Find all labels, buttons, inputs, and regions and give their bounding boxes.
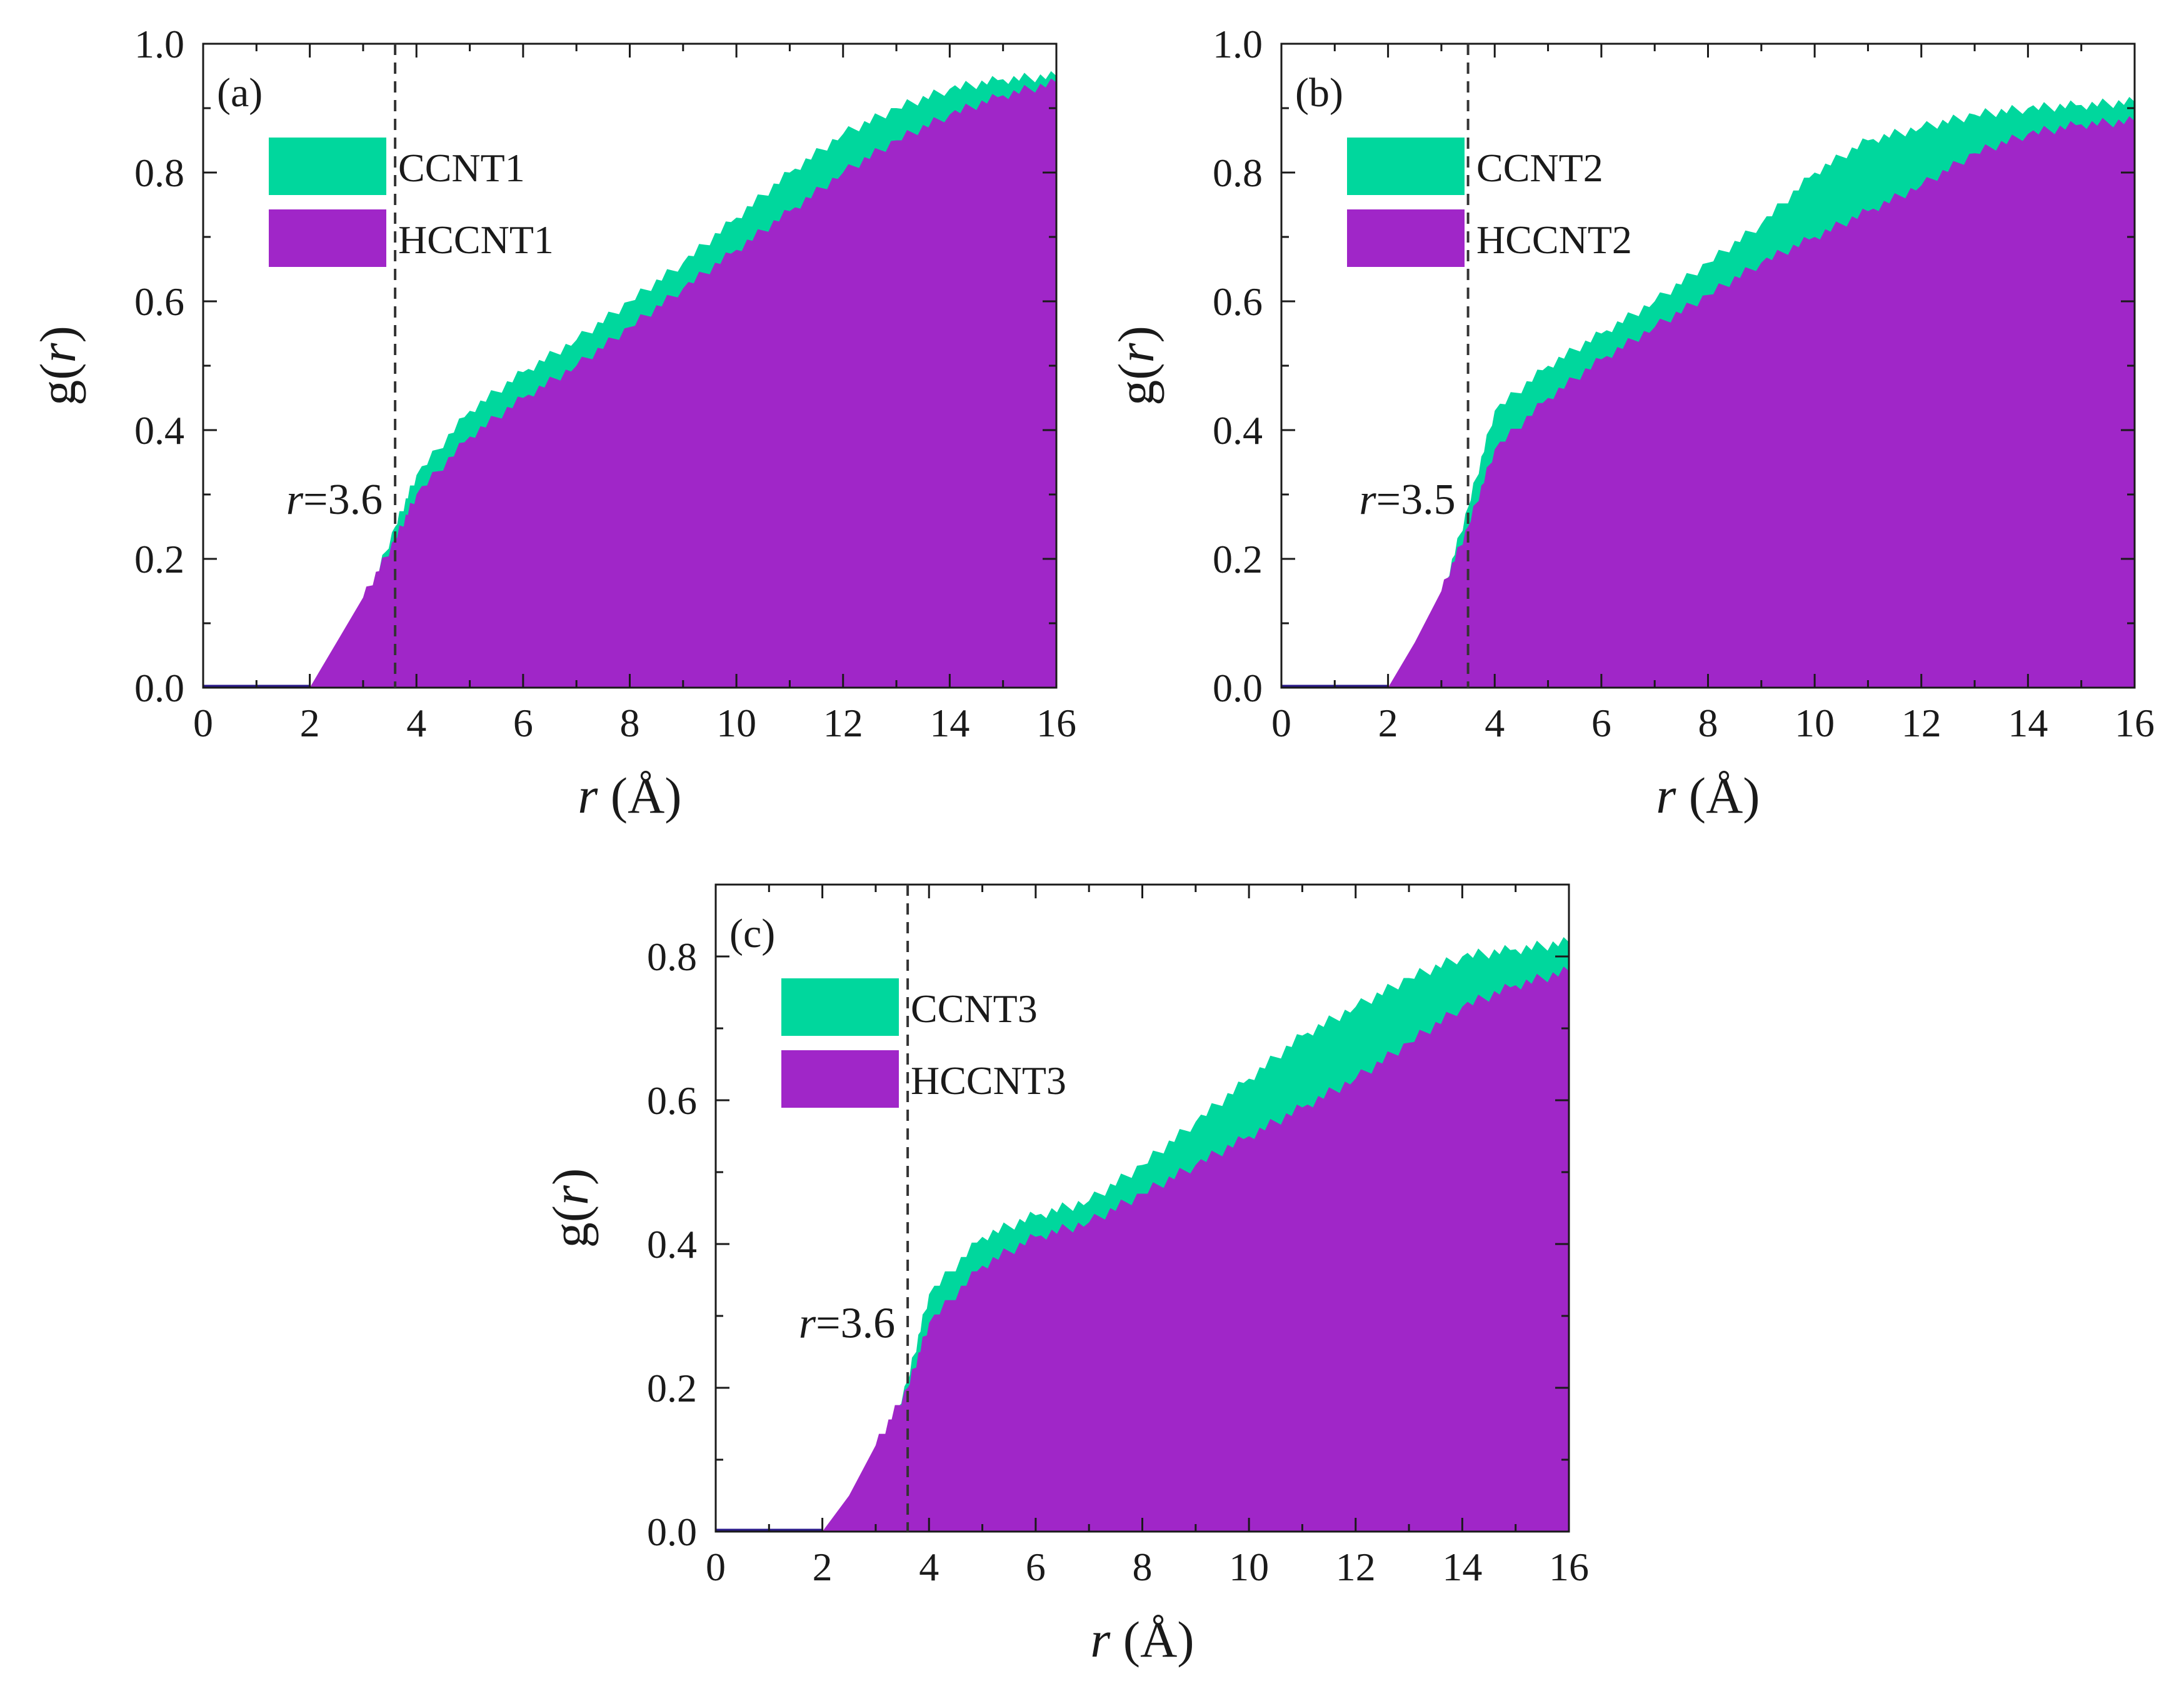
annotation-var: r (286, 476, 304, 524)
x-tick-label: 4 (919, 1545, 939, 1589)
y-axis-g: g( (542, 1205, 599, 1248)
x-tick-label: 6 (513, 701, 533, 745)
panel-label: (b) (1295, 70, 1343, 116)
y-axis-g: g( (1108, 363, 1165, 405)
annotation-var: r (799, 1300, 816, 1348)
x-tick-label: 8 (1133, 1545, 1153, 1589)
x-tick-label: 2 (1378, 701, 1398, 745)
x-tick-label: 6 (1591, 701, 1611, 745)
annotation-value: =3.6 (816, 1300, 895, 1348)
x-axis-var: r (1656, 767, 1676, 824)
threshold-annotation: r=3.6 (286, 476, 383, 524)
y-tick-label: 1.0 (134, 22, 184, 66)
legend-swatch-ccnt2 (1347, 138, 1465, 195)
x-tick-label: 4 (406, 701, 426, 745)
legend-swatch-ccnt3 (781, 978, 899, 1036)
x-tick-label: 10 (1229, 1545, 1269, 1589)
y-tick-label: 0.6 (1213, 279, 1263, 324)
annotation-value: =3.5 (1376, 476, 1456, 524)
x-axis-title: r (Å) (1090, 1611, 1194, 1668)
x-axis-title: r (Å) (578, 767, 681, 824)
x-tick-label: 14 (1442, 1545, 1482, 1589)
y-axis-close: ) (542, 1168, 599, 1185)
legend-swatch-hccnt2 (1347, 209, 1465, 267)
legend-label-ccnt3: CCNT3 (911, 986, 1038, 1031)
y-tick-label: 0.8 (647, 935, 697, 979)
x-axis-title: r (Å) (1656, 767, 1760, 824)
x-axis-var: r (1090, 1611, 1111, 1668)
x-axis-var: r (578, 767, 598, 824)
x-tick-label: 8 (620, 701, 640, 745)
y-axis-g: g( (29, 363, 86, 405)
x-tick-label: 4 (1485, 701, 1505, 745)
y-tick-label: 0.8 (1213, 151, 1263, 195)
panel-a: 0 2 4 6 8 10 12 14 160.00.20.40.60.81.0r=3.6(a)C… (29, 22, 1076, 824)
y-tick-label: 0.2 (647, 1366, 697, 1410)
x-tick-label: 16 (2115, 701, 2155, 745)
x-tick-label: 0 (706, 1545, 726, 1589)
y-axis-var: r (542, 1185, 599, 1205)
panel-b: 0 2 4 6 8 10 12 14 160.00.20.40.60.81.0r=3.5(b)C… (1108, 22, 2155, 824)
panel-label: (c) (729, 911, 775, 956)
x-tick-label: 12 (1901, 701, 1941, 745)
x-tick-label: 8 (1698, 701, 1718, 745)
x-tick-label: 14 (2008, 701, 2048, 745)
x-tick-label: 14 (929, 701, 969, 745)
y-tick-label: 0.4 (647, 1222, 697, 1267)
x-tick-label: 6 (1026, 1545, 1046, 1589)
y-tick-label: 0.0 (134, 666, 184, 710)
y-tick-label: 0.2 (134, 537, 184, 581)
legend-swatch-hccnt3 (781, 1050, 899, 1108)
y-tick-label: 0.8 (134, 151, 184, 195)
x-tick-label: 16 (1549, 1545, 1589, 1589)
x-tick-label: 12 (823, 701, 863, 745)
threshold-annotation: r=3.6 (799, 1300, 895, 1348)
legend-swatch-ccnt1 (269, 138, 386, 195)
annotation-value: =3.6 (303, 476, 383, 524)
threshold-annotation: r=3.5 (1359, 476, 1455, 524)
panel-c: 0 2 4 6 8 10 12 14 160.00.20.40.60.8r=3.6(c)CCNT… (542, 883, 1589, 1668)
y-axis-title: g(r) (29, 326, 86, 406)
x-tick-label: 2 (813, 1545, 833, 1589)
y-tick-label: 0.6 (647, 1078, 697, 1123)
area-hccnt1 (203, 78, 1056, 688)
y-axis-close: ) (1108, 326, 1165, 343)
legend-swatch-hccnt1 (269, 209, 386, 267)
x-tick-label: 16 (1036, 701, 1076, 745)
legend-label-ccnt2: CCNT2 (1476, 146, 1603, 190)
x-tick-label: 12 (1336, 1545, 1376, 1589)
x-axis-unit: (Å) (1676, 767, 1760, 824)
panel-label: (a) (217, 70, 263, 116)
legend-label-hccnt2: HCCNT2 (1476, 218, 1632, 262)
y-tick-label: 0.0 (1213, 666, 1263, 710)
y-axis-var: r (1108, 342, 1165, 363)
y-tick-label: 0.0 (647, 1510, 697, 1554)
x-tick-label: 10 (1795, 701, 1835, 745)
y-axis-title: g(r) (1108, 326, 1165, 406)
x-tick-label: 0 (1271, 701, 1291, 745)
legend-label-hccnt3: HCCNT3 (911, 1058, 1066, 1103)
legend-label-hccnt1: HCCNT1 (398, 218, 554, 262)
y-axis-close: ) (29, 326, 86, 343)
x-tick-label: 0 (193, 701, 213, 745)
x-axis-unit: (Å) (1110, 1611, 1194, 1668)
legend-label-ccnt1: CCNT1 (398, 146, 525, 190)
y-tick-label: 0.6 (134, 279, 184, 324)
area-hccnt3 (716, 966, 1569, 1532)
y-tick-label: 0.4 (1213, 408, 1263, 453)
y-axis-var: r (29, 342, 86, 363)
area-hccnt2 (1281, 116, 2135, 688)
y-axis-title: g(r) (542, 1168, 599, 1248)
x-tick-label: 2 (300, 701, 320, 745)
y-tick-label: 1.0 (1213, 22, 1263, 66)
annotation-var: r (1359, 476, 1376, 524)
y-tick-label: 0.4 (134, 408, 184, 453)
y-tick-label: 0.2 (1213, 537, 1263, 581)
x-axis-unit: (Å) (598, 767, 681, 824)
x-tick-label: 10 (716, 701, 756, 745)
